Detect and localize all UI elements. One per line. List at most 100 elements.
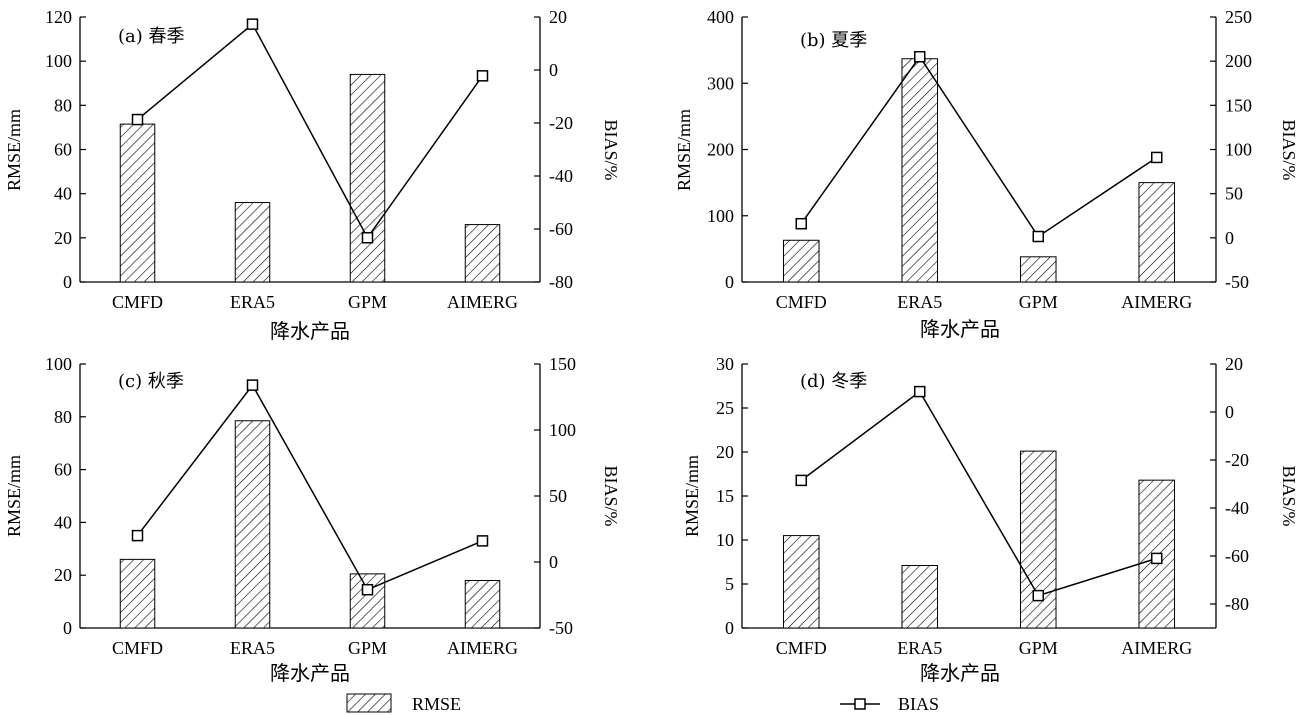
y-tick-label: 60: [54, 460, 72, 480]
x-tick-label: GPM: [348, 638, 387, 658]
x-tick-label: CMFD: [112, 292, 163, 312]
bias-line: [800, 55, 1158, 238]
panel-b-y-axis-title: RMSE/mm: [674, 109, 694, 191]
rmse-bar: [119, 123, 156, 283]
rmse-bar: [782, 535, 820, 629]
y-tick-label: 60: [54, 140, 72, 160]
x-tick-label: ERA5: [897, 292, 942, 312]
y2-tick-label: 0: [1225, 228, 1234, 248]
rmse-bar: [1019, 450, 1057, 629]
panel-d: 0 5 10 15 20 25 30 -80 -60 -40 -20 0 20 CMFD ERA5 GPM AI…: [682, 354, 1299, 685]
y-tick-label: 20: [716, 442, 734, 462]
legend-bias-label: BIAS: [898, 694, 939, 714]
x-tick-label: GPM: [1019, 638, 1058, 658]
rmse-bar: [901, 565, 939, 629]
y2-tick-label: 200: [1225, 51, 1252, 71]
y2-tick-label: -50: [1225, 272, 1249, 292]
bias-point: [131, 113, 144, 126]
bias-point: [1032, 230, 1044, 243]
y2-tick-label: -20: [1225, 450, 1249, 470]
y2-tick-label: 50: [549, 486, 567, 506]
y2-tick-label: 0: [1225, 402, 1234, 422]
y2-tick-label: 50: [1225, 184, 1243, 204]
x-tick-label: CMFD: [112, 638, 163, 658]
x-tick-label: GPM: [1019, 292, 1058, 312]
panel-b-title: (b) 夏季: [800, 30, 867, 51]
y-tick-label: 20: [54, 565, 72, 585]
bias-point: [246, 379, 259, 391]
bias-point: [476, 535, 489, 547]
bias-point: [1151, 552, 1163, 565]
y-tick-label: 5: [725, 574, 734, 594]
rmse-bar: [1019, 256, 1057, 283]
panel-a-marks: 0 20 40 60 80 100 120 -80 -60 -40 -20 0 20 CMFD ERA5 GP…: [45, 7, 573, 312]
rmse-bar: [782, 239, 820, 283]
bias-point: [361, 231, 374, 244]
rmse-bar: [119, 558, 156, 629]
y2-tick-label: 0: [549, 60, 558, 80]
panel-a-title: (a) 春季: [118, 26, 185, 47]
panel-a-y-axis-title: RMSE/mm: [4, 109, 24, 191]
panel-a-x-axis-title: 降水产品: [270, 319, 350, 343]
y2-tick-label: -50: [549, 618, 573, 638]
y-tick-label: 200: [707, 140, 734, 160]
rmse-bar: [901, 58, 939, 283]
panel-d-title: (d) 冬季: [800, 371, 867, 392]
x-tick-label: ERA5: [230, 638, 275, 658]
x-tick-label: GPM: [348, 292, 387, 312]
y-tick-label: 10: [716, 530, 734, 550]
y-tick-label: 400: [707, 7, 734, 27]
y-tick-label: 40: [54, 184, 72, 204]
y-tick-label: 100: [45, 51, 72, 71]
y2-tick-label: -60: [1225, 546, 1249, 566]
y-tick-label: 100: [707, 206, 734, 226]
bias-point: [1032, 589, 1044, 602]
panel-d-x-axis-title: 降水产品: [920, 661, 1000, 685]
y-tick-label: 120: [45, 7, 72, 27]
legend-bias-marker: [854, 698, 866, 710]
bias-line: [800, 390, 1157, 597]
panel-c: 0 20 40 60 80 100 -50 0 50 100 150 CMFD ERA5 GPM AIMER…: [4, 354, 621, 685]
panel-a: 0 20 40 60 80 100 120 -80 -60 -40 -20 0 20 CMFD ERA5 GP…: [4, 7, 621, 343]
y2-tick-label: -80: [549, 272, 573, 292]
y-tick-label: 0: [63, 272, 72, 292]
panel-b-marks: 0 100 200 300 400 -50 0 50 100 150 200 250 CMFD ERA5 G…: [707, 7, 1252, 312]
y2-tick-label: 20: [549, 7, 567, 27]
y-tick-label: 0: [725, 272, 734, 292]
y-tick-label: 40: [54, 512, 72, 532]
x-tick-label: AIMERG: [1121, 292, 1192, 312]
y2-tick-label: 100: [549, 420, 576, 440]
rmse-bar: [349, 573, 386, 629]
y2-tick-label: 150: [549, 354, 576, 374]
panel-c-title: (c) 秋季: [118, 371, 184, 392]
panel-b-x-axis-title: 降水产品: [920, 317, 1000, 341]
panel-d-y2-axis-title: BIAS/%: [1279, 465, 1299, 526]
panel-b: 0 100 200 300 400 -50 0 50 100 150 200 250 CMFD ERA5 G…: [674, 7, 1299, 341]
panel-a-y2-axis-title: BIAS/%: [601, 119, 621, 180]
x-tick-label: ERA5: [897, 638, 942, 658]
x-tick-label: CMFD: [776, 638, 827, 658]
y2-tick-label: -40: [1225, 498, 1249, 518]
rmse-bar: [234, 420, 271, 629]
rmse-bar: [464, 579, 501, 629]
x-tick-label: CMFD: [776, 292, 827, 312]
y2-tick-label: 250: [1225, 7, 1252, 27]
x-tick-label: AIMERG: [1121, 638, 1192, 658]
panel-c-y-axis-title: RMSE/mm: [4, 455, 24, 537]
bias-point: [795, 474, 807, 487]
panel-c-x-axis-title: 降水产品: [270, 661, 350, 685]
panel-d-marks: 0 5 10 15 20 25 30 -80 -60 -40 -20 0 20 CMFD ERA5 GPM AI…: [716, 354, 1249, 658]
y-tick-label: 15: [716, 486, 734, 506]
y-tick-label: 25: [716, 398, 734, 418]
panel-d-y-axis-title: RMSE/mm: [682, 455, 702, 537]
bias-point: [131, 529, 144, 542]
x-tick-label: ERA5: [230, 292, 275, 312]
y-tick-label: 30: [716, 354, 734, 374]
bias-point: [914, 51, 926, 63]
legend: RMSE BIAS: [346, 693, 939, 714]
panel-b-y2-axis-title: BIAS/%: [1279, 119, 1299, 180]
rmse-bar: [349, 73, 386, 283]
y2-tick-label: -80: [1225, 594, 1249, 614]
y2-tick-label: 100: [1225, 140, 1252, 160]
bias-point: [246, 18, 259, 30]
